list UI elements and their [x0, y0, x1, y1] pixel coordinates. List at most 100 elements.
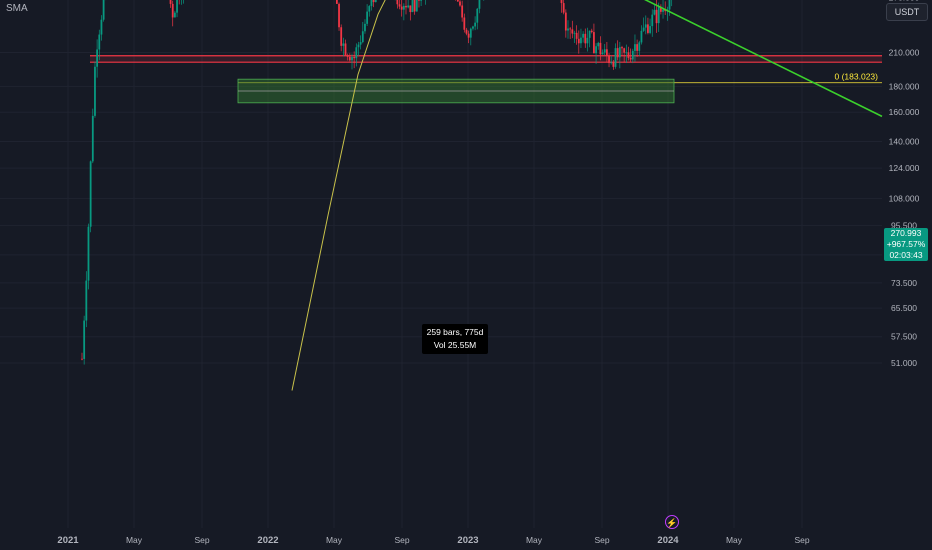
lightning-icon[interactable]: ⚡ — [665, 515, 679, 529]
candle-body — [636, 44, 639, 51]
last-price: 270.993 — [890, 228, 922, 238]
candle-body — [400, 6, 403, 10]
candle-body — [357, 44, 360, 48]
candle-body — [575, 32, 578, 39]
y-tick-label: 108.000 — [889, 193, 920, 203]
candle-body — [651, 14, 654, 27]
candle-body — [476, 8, 479, 23]
sma-line — [291, 0, 386, 391]
candle-body — [94, 66, 96, 116]
x-tick-label: 2024 — [657, 535, 679, 546]
candle-body — [629, 57, 632, 60]
candle-body — [562, 3, 565, 13]
candle-body — [85, 280, 88, 321]
candle-body — [405, 5, 407, 8]
candle-body — [351, 56, 353, 61]
candle-body — [631, 50, 634, 60]
candle-body — [402, 5, 405, 10]
candle-body — [96, 49, 99, 67]
candle-body — [595, 46, 597, 54]
candle-body — [83, 320, 86, 359]
candle-body — [649, 26, 651, 33]
support-zone — [90, 55, 882, 63]
candle-body — [348, 56, 351, 61]
candle-body — [567, 28, 569, 31]
candle-body — [415, 0, 418, 12]
candle-body — [603, 49, 606, 53]
candle-body — [657, 6, 660, 24]
candle-body — [459, 1, 461, 6]
candle-body — [465, 29, 468, 34]
indicator-label[interactable]: SMA — [6, 3, 28, 14]
candle-body — [610, 62, 613, 64]
y-tick-label: 210.000 — [889, 48, 920, 58]
y-tick-label: 95.500 — [891, 220, 917, 230]
candle-body — [344, 43, 347, 56]
y-tick-label: 51.000 — [891, 358, 917, 368]
x-tick-label: 2022 — [257, 535, 278, 546]
candle-body — [653, 9, 656, 15]
candle-body — [338, 3, 340, 28]
candle-body — [463, 17, 466, 30]
candle-body — [169, 0, 172, 4]
price-change: +967.57% — [886, 239, 926, 249]
candle-body — [608, 55, 610, 64]
y-tick-label: 270.000 — [889, 0, 920, 2]
candle-body — [396, 0, 399, 5]
candle-body — [456, 0, 459, 2]
candle-body — [469, 28, 472, 38]
candle-body — [599, 42, 602, 55]
y-tick-label: 180.000 — [889, 81, 920, 91]
candle-body — [409, 5, 412, 13]
last-price-tag: 270.993 +967.57% 02:03:43 — [884, 228, 928, 261]
measure-bars: 259 bars, 775d — [426, 327, 484, 337]
candle-body — [361, 31, 364, 43]
candle-body — [616, 48, 619, 58]
candle-body — [560, 0, 563, 4]
candle-body — [584, 33, 587, 44]
candle-body — [461, 5, 464, 18]
candle-body — [582, 33, 585, 38]
candle-body — [586, 37, 589, 44]
candle-body — [171, 3, 174, 18]
candle-body — [413, 0, 416, 12]
candle-body — [621, 47, 623, 49]
candle-body — [100, 19, 103, 35]
candle-body — [580, 37, 582, 44]
candle-body — [474, 22, 477, 27]
x-tick-label: May — [526, 535, 543, 545]
candle-body — [655, 9, 658, 24]
candle-body — [342, 43, 345, 46]
candle-body — [588, 30, 591, 38]
candle-body — [418, 0, 420, 1]
candle-body — [573, 32, 576, 34]
y-tick-label: 65.500 — [891, 303, 917, 313]
candle-body — [601, 52, 604, 55]
candle-body — [612, 62, 615, 67]
x-tick-label: 2021 — [57, 535, 79, 546]
candle-body — [87, 226, 90, 281]
candle-body — [420, 0, 423, 1]
y-tick-label: 124.000 — [889, 163, 920, 173]
candle-body — [571, 29, 574, 34]
candle-body — [372, 0, 375, 3]
y-tick-label: 160.000 — [889, 107, 920, 117]
candle-body — [627, 52, 630, 58]
currency-selector[interactable]: USDT — [886, 3, 928, 21]
candle-body — [91, 115, 94, 162]
x-tick-label: May — [726, 535, 743, 545]
x-tick-label: Sep — [794, 535, 809, 545]
candle-body — [359, 42, 362, 45]
candle-body — [335, 0, 338, 4]
candle-body — [590, 30, 593, 33]
candle-body — [640, 30, 643, 43]
candle-body — [89, 161, 92, 227]
candle-body — [176, 0, 178, 13]
candle-body — [407, 5, 410, 8]
candle-body — [642, 27, 645, 31]
candle-body — [659, 6, 662, 12]
candle-body — [374, 0, 377, 3]
x-tick-label: Sep — [594, 535, 609, 545]
candle-body — [353, 56, 356, 59]
